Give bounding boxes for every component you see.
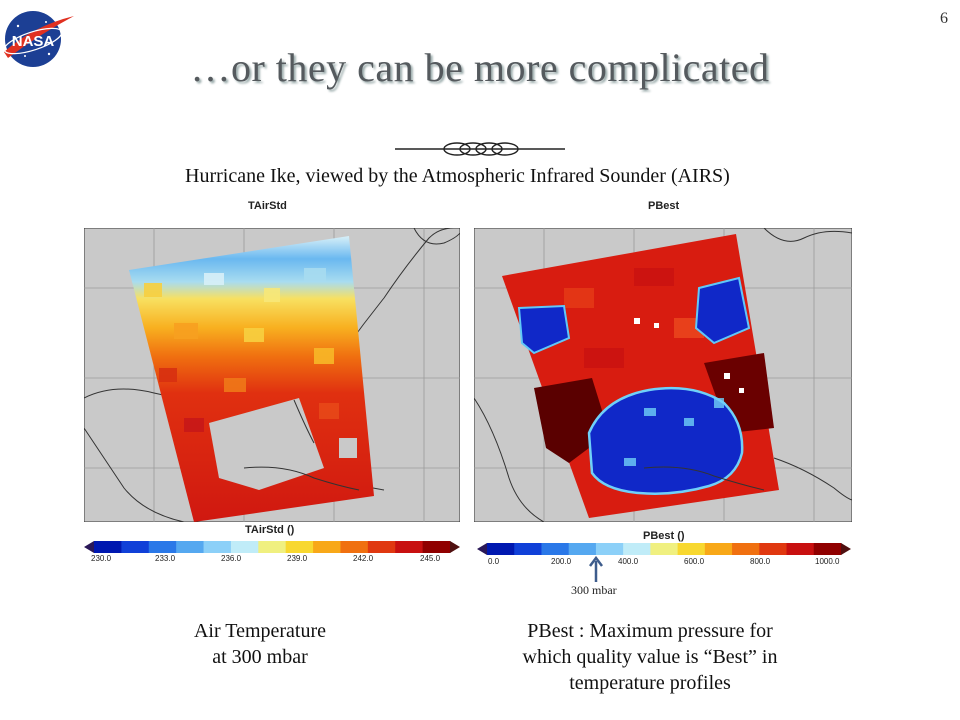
colorbar-cell <box>704 543 733 555</box>
colorbar-cell <box>568 543 597 555</box>
colorbar-cell <box>514 543 542 555</box>
right-tick-3: 600.0 <box>684 557 705 566</box>
slide-subtitle: Hurricane Ike, viewed by the Atmospheric… <box>185 165 730 187</box>
left-caption: Air Temperature at 300 mbar <box>155 618 365 670</box>
colorbar-cell <box>176 541 205 553</box>
colorbar-cell <box>285 541 314 553</box>
colorbar-cell <box>732 543 760 555</box>
colorbar-cell <box>230 541 259 553</box>
right-map-pbest <box>474 228 852 522</box>
right-caption-line-1: PBest : Maximum pressure for <box>527 620 773 642</box>
colorbar-cell <box>94 541 122 553</box>
colorbar-cell <box>786 543 815 555</box>
slide-title: …or they can be more complicated <box>190 45 770 90</box>
right-colorbar-title: PBest () <box>643 530 685 542</box>
colorbar-cell <box>258 541 287 553</box>
colorbar-cell <box>367 541 396 553</box>
colorbar-cell <box>813 543 842 555</box>
colorbar-cell <box>340 541 369 553</box>
colorbar-cell <box>759 543 788 555</box>
left-tick-4: 242.0 <box>353 554 374 563</box>
left-tick-0: 230.0 <box>91 554 112 563</box>
colorbar-cell <box>623 543 651 555</box>
colorbar-cell <box>313 541 341 553</box>
left-caption-line-2: at 300 mbar <box>212 646 308 668</box>
right-panel-title: PBest <box>648 200 680 212</box>
colorbar-cell <box>203 541 232 553</box>
colorbar-cell <box>148 541 177 553</box>
left-panel-title: TAirStd <box>248 200 287 212</box>
colorbar-cell <box>395 541 424 553</box>
up-arrow-icon <box>589 555 603 582</box>
annotation-300-mbar: 300 mbar <box>571 583 617 597</box>
right-tick-4: 800.0 <box>750 557 771 566</box>
left-tick-2: 236.0 <box>221 554 242 563</box>
nasa-logo: NASA <box>3 11 74 67</box>
colorbar-cell <box>677 543 706 555</box>
left-tick-1: 233.0 <box>155 554 176 563</box>
colorbar-cell <box>541 543 570 555</box>
left-tick-5: 245.0 <box>420 554 441 563</box>
right-colorbar <box>477 543 851 555</box>
right-tick-1: 200.0 <box>551 557 572 566</box>
right-tick-2: 400.0 <box>618 557 639 566</box>
nasa-wordmark: NASA <box>12 33 55 50</box>
left-colorbar <box>84 541 460 553</box>
left-colorbar-title: TAirStd () <box>245 524 295 536</box>
left-caption-line-1: Air Temperature <box>193 620 327 642</box>
colorbar-cell <box>595 543 624 555</box>
right-tick-0: 0.0 <box>488 557 500 566</box>
colorbar-cell <box>121 541 150 553</box>
right-caption-line-2: which quality value is “Best” in <box>522 646 778 668</box>
colorbar-cell <box>650 543 679 555</box>
page-number: 6 <box>940 10 948 27</box>
right-tick-5: 1000.0 <box>815 557 840 566</box>
colorbar-cell <box>487 543 515 555</box>
flourish-divider <box>395 142 565 156</box>
right-caption: PBest : Maximum pressure for which quali… <box>470 618 830 696</box>
colorbar-cell <box>422 541 451 553</box>
right-caption-line-3: temperature profiles <box>569 672 731 694</box>
left-tick-3: 239.0 <box>287 554 308 563</box>
left-map-tairstd <box>84 228 460 522</box>
